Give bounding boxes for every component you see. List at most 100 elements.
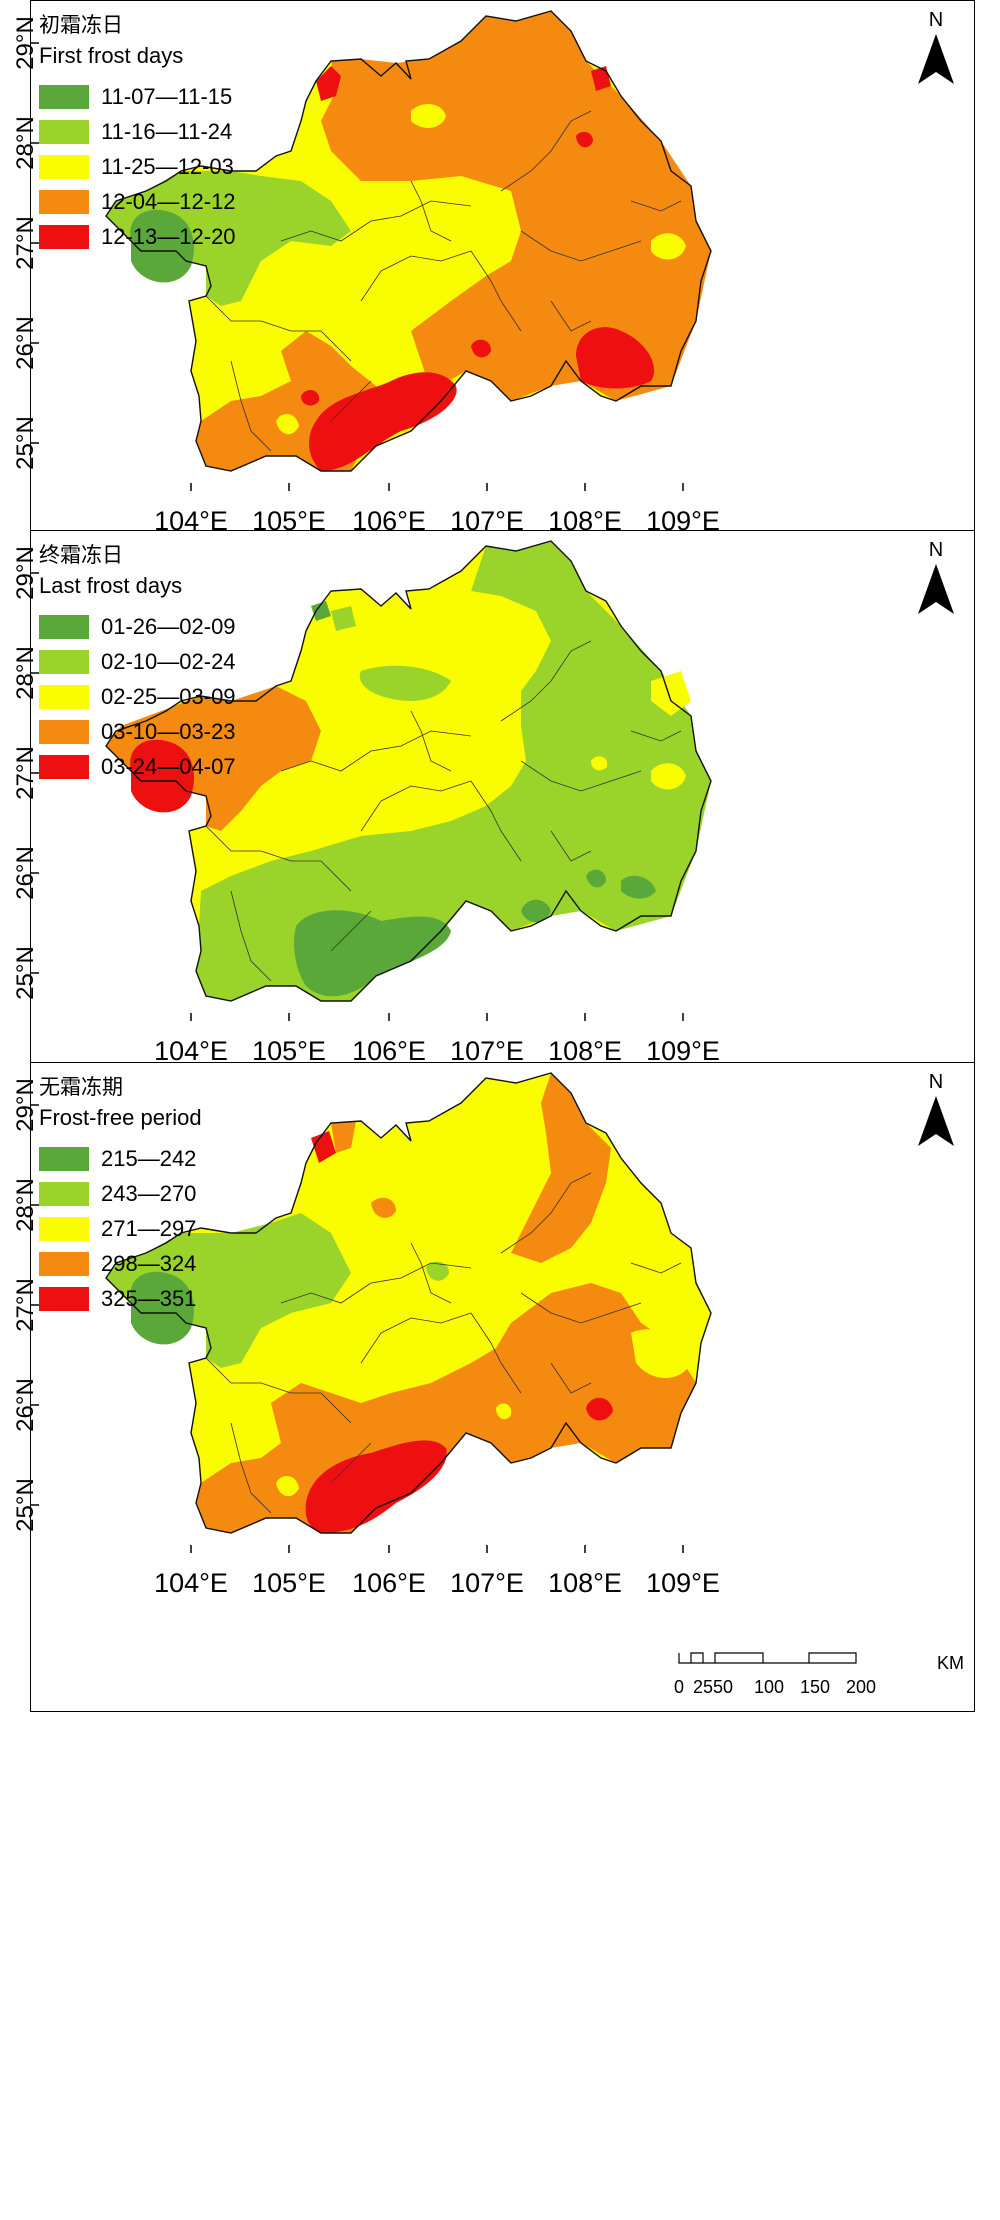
lon-label: 105°E <box>252 1568 326 1598</box>
frost-zone <box>106 686 321 831</box>
frost-zone <box>651 233 686 260</box>
north-arrow-icon <box>918 34 954 84</box>
lon-label: 104°E <box>154 1568 228 1598</box>
frost-zone <box>196 1283 696 1533</box>
legend-swatch <box>39 119 89 144</box>
lat-label: 29°N <box>11 16 39 70</box>
lon-label: 107°E <box>450 1568 524 1598</box>
lat-label: 29°N <box>11 1078 39 1132</box>
legend: 终霜冻日 Last frost days 01-26—02-09 02-10—02-2… <box>39 539 236 784</box>
lat-label: 25°N <box>11 946 39 1000</box>
lon-label: 109°E <box>646 1568 720 1598</box>
legend-swatch <box>39 754 89 779</box>
province-map <box>31 540 712 1021</box>
county-boundary <box>550 1362 592 1394</box>
county-boundary <box>410 180 452 242</box>
frost-zone <box>359 665 451 701</box>
county-boundary <box>330 380 372 422</box>
frost-zone <box>130 1271 194 1345</box>
north-label: N <box>928 539 944 561</box>
frost-zone <box>496 1403 512 1420</box>
legend-label: 215—242 <box>101 1145 197 1171</box>
frost-zone <box>106 171 351 306</box>
legend-label: 02-25—03-09 <box>101 683 236 709</box>
frost-zone <box>411 104 446 128</box>
legend-item: 298—324 <box>39 1246 202 1281</box>
legend-item: 03-24—04-07 <box>39 749 236 784</box>
scale-label: 25 <box>692 1677 714 1697</box>
legend-label: 12-13—12-20 <box>101 223 236 249</box>
county-boundary <box>550 830 592 862</box>
lat-label: 28°N <box>11 646 39 700</box>
lat-label: 28°N <box>11 1178 39 1232</box>
legend-label: 01-26—02-09 <box>101 613 236 639</box>
north-arrow-icon <box>918 564 954 614</box>
county-boundary <box>630 1262 682 1274</box>
legend: 无霜冻期 Frost-free period 215—242 243—270 271—2… <box>39 1071 202 1316</box>
county-boundary <box>280 730 472 772</box>
frost-zone <box>426 1261 449 1281</box>
county-boundary <box>230 360 272 452</box>
lat-label: 28°N <box>11 116 39 170</box>
lat-label: 26°N <box>11 1378 39 1432</box>
legend-item: 243—270 <box>39 1176 202 1211</box>
county-boundary <box>360 780 472 832</box>
legend-swatch <box>39 189 89 214</box>
frost-zone <box>196 541 711 1001</box>
legend-item: 11-16—11-24 <box>39 114 236 149</box>
legend-title-en: First frost days <box>39 43 184 68</box>
legend-item: 03-10—03-23 <box>39 714 236 749</box>
county-boundary <box>470 780 522 862</box>
frost-zone <box>651 671 691 716</box>
frost-zone <box>631 1329 691 1378</box>
lon-label: 105°E <box>252 1036 326 1066</box>
frost-zone <box>621 875 656 899</box>
county-boundary <box>410 710 452 772</box>
frost-zone <box>331 1121 356 1153</box>
province-outline <box>105 1072 712 1534</box>
legend-label: 02-10—02-24 <box>101 648 236 674</box>
county-boundary <box>230 1422 272 1514</box>
county-boundary <box>330 1442 372 1484</box>
legend-item: 271—297 <box>39 1211 202 1246</box>
county-boundary <box>630 730 682 742</box>
county-boundary <box>330 910 372 952</box>
legend-title-cn: 终霜冻日 <box>39 543 123 567</box>
frost-zone <box>311 601 331 621</box>
map-panel: 无霜冻期 Frost-free period 215—242 243—270 271—2… <box>12 1062 975 1712</box>
legend-label: 325—351 <box>101 1285 197 1311</box>
legend-title-en: Last frost days <box>39 573 183 598</box>
county-boundary <box>280 1262 472 1304</box>
county-boundary <box>470 250 522 332</box>
legend-item: 02-10—02-24 <box>39 644 236 679</box>
north-arrow: N <box>916 539 956 622</box>
lat-label: 26°N <box>11 316 39 370</box>
lat-label: 25°N <box>11 416 39 470</box>
county-boundary <box>205 295 352 362</box>
legend-label: 298—324 <box>101 1250 197 1276</box>
north-arrow: N <box>916 9 956 92</box>
frost-zone <box>586 869 606 888</box>
scale-label: 150 <box>799 1677 831 1697</box>
frost-zone <box>591 756 608 771</box>
north-arrow-icon <box>918 1096 954 1146</box>
lat-label: 27°N <box>11 746 39 800</box>
legend-title-en: Frost-free period <box>39 1105 202 1130</box>
frost-zone <box>471 339 491 358</box>
frost-zone <box>301 389 320 406</box>
frost-zone <box>309 372 457 471</box>
legend-item: 11-07—11-15 <box>39 79 236 114</box>
legend-swatch <box>39 224 89 249</box>
county-boundary <box>280 200 472 242</box>
province-map <box>31 10 712 491</box>
frost-zone <box>276 414 299 435</box>
legend-swatch <box>39 1286 89 1311</box>
frost-zone <box>331 606 356 631</box>
county-boundary <box>500 1172 592 1254</box>
lat-label: 27°N <box>11 1278 39 1332</box>
legend-label: 271—297 <box>101 1215 197 1241</box>
lon-label: 107°E <box>450 1036 524 1066</box>
county-boundary <box>230 890 272 982</box>
legend-swatch <box>39 1251 89 1276</box>
